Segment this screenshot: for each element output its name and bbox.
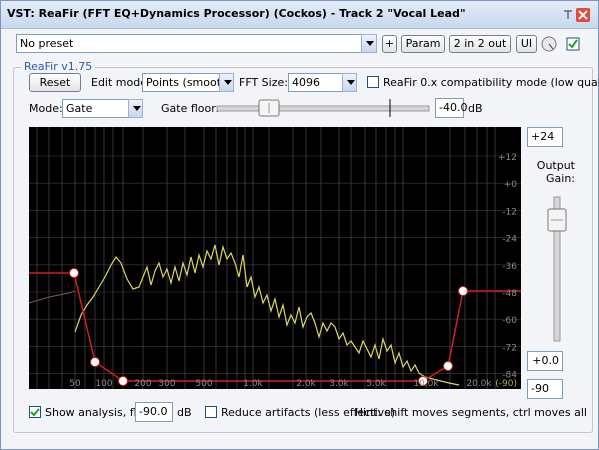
x-tick-label: 3.0k (329, 379, 349, 389)
pin-icon[interactable] (564, 10, 572, 19)
x-tick-label: 5.0k (366, 379, 386, 389)
hint-text: Hint: shift moves segments, ctrl moves a… (354, 406, 587, 419)
gain-min-input[interactable]: -90 (527, 379, 563, 399)
fft-size-label: FFT Size: (239, 76, 288, 89)
eq-point[interactable] (69, 268, 79, 278)
gate-floor-slider[interactable] (215, 97, 431, 119)
show-analysis-label: Show analysis, floor: (45, 406, 159, 419)
y-tick-label: -12 (502, 207, 517, 217)
gate-floor-input[interactable]: -40.0 (435, 98, 467, 118)
graph-labels: +12 +0 -12 -24 -36 -48 -60 -72 -84(-90) 50 100 200 3… (69, 153, 517, 389)
mode-label: Mode: (29, 102, 63, 115)
gain-max-input[interactable]: +24 (527, 127, 563, 147)
edit-mode-dropdown[interactable]: Points (smooth) (142, 73, 232, 92)
group-label: ReaFir v1.75 (21, 60, 96, 73)
window-title: VST: ReaFir (FFT EQ+Dynamics Processor) … (7, 7, 466, 20)
analysis-floor-input[interactable]: -90.0 (135, 402, 173, 422)
reduce-artifacts-label: Reduce artifacts (less effective) (221, 406, 396, 419)
mode-arrow[interactable] (128, 99, 143, 118)
y-tick-label: -84 (502, 371, 517, 381)
compat-label: ReaFir 0.x compatibility mode (low quali… (383, 76, 599, 89)
eq-graph[interactable]: +12 +0 -12 -24 -36 -48 -60 -72 -84(-90) 50 100 200 3… (29, 127, 521, 389)
y-tick-label: -36 (502, 262, 517, 272)
fft-size-dropdown[interactable]: 4096 (288, 73, 343, 92)
compat-checkbox[interactable] (367, 76, 379, 88)
x-tick-label: 100 (95, 379, 112, 389)
eq-point[interactable] (443, 361, 453, 371)
wet-controls (541, 36, 580, 52)
x-tick-label: 10.0k (413, 379, 439, 389)
gate-floor-label: Gate floor: (161, 102, 220, 115)
y-tick-label: +12 (498, 153, 517, 163)
edit-mode-arrow[interactable] (219, 73, 234, 92)
ui-button[interactable]: UI (516, 35, 537, 53)
x-tick-label: 500 (195, 379, 212, 389)
check-mark (30, 408, 40, 417)
eq-point[interactable] (118, 376, 128, 386)
y-tick-label: -24 (502, 235, 517, 245)
edit-mode-label: Edit mode: (91, 76, 151, 89)
mode-dropdown[interactable]: Gate (62, 99, 129, 118)
preset-arrow[interactable] (361, 34, 377, 53)
y-tick-label: +0 (504, 180, 518, 190)
io-button[interactable]: 2 in 2 out (449, 35, 511, 53)
x-tick-label: 2.0k (296, 379, 316, 389)
preset-dropdown[interactable]: No preset (16, 34, 362, 53)
param-button[interactable]: Param (401, 35, 445, 53)
x-tick-label: 50 (69, 379, 81, 389)
close-button[interactable] (576, 8, 590, 22)
gate-floor-unit: dB (468, 102, 483, 115)
x-tick-label: 300 (158, 379, 175, 389)
floor-label: (-90) (495, 379, 517, 389)
x-tick-label: 20.0k (466, 379, 492, 389)
y-tick-label: -60 (502, 316, 517, 326)
grid (29, 127, 521, 389)
slider-track (553, 196, 561, 342)
output-gain-label: Output Gain: (536, 159, 575, 185)
input-trace (29, 290, 76, 304)
eq-points (69, 268, 468, 386)
graph-background (29, 127, 521, 389)
analysis-floor-unit: dB (177, 406, 192, 419)
spectrum (74, 244, 460, 386)
eq-curve (29, 272, 521, 382)
reafir-group (13, 67, 593, 433)
eq-point[interactable] (90, 357, 100, 367)
check-mark (568, 39, 578, 49)
x-tick-label: 1.0k (243, 379, 263, 389)
output-gain-slider[interactable] (545, 195, 571, 343)
title-icons (564, 8, 590, 22)
title-bar: VST: ReaFir (FFT EQ+Dynamics Processor) … (1, 1, 598, 29)
y-tick-label: -48 (502, 289, 517, 299)
x-tick-label: 200 (134, 379, 151, 389)
reset-button[interactable]: Reset (29, 73, 81, 92)
fft-size-arrow[interactable] (342, 73, 357, 92)
eq-point[interactable] (418, 376, 428, 386)
y-tick-label: -72 (502, 343, 517, 353)
eq-point[interactable] (458, 286, 468, 296)
slider-track (216, 105, 430, 112)
add-button[interactable]: + (382, 35, 397, 53)
reduce-artifacts-checkbox[interactable] (205, 406, 217, 418)
knob-pointer (548, 43, 554, 50)
gain-value-input[interactable]: +0.0 (527, 351, 563, 371)
